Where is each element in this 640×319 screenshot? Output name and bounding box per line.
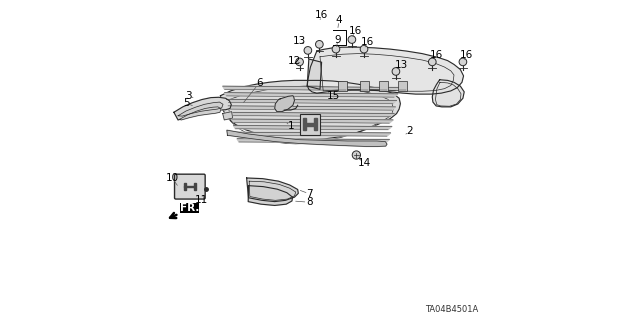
Text: 14: 14 [357, 158, 371, 168]
Polygon shape [248, 186, 292, 205]
Circle shape [459, 58, 467, 66]
Circle shape [348, 36, 356, 43]
Polygon shape [228, 106, 396, 110]
Polygon shape [178, 102, 223, 116]
Text: 10: 10 [165, 173, 179, 183]
Circle shape [304, 47, 312, 54]
Bar [300, 114, 320, 135]
Text: FR.: FR. [180, 203, 199, 213]
Text: 1: 1 [287, 121, 294, 131]
Text: 16: 16 [348, 26, 362, 36]
Text: 8: 8 [306, 197, 312, 207]
Circle shape [352, 151, 360, 159]
Polygon shape [432, 80, 464, 107]
Polygon shape [227, 130, 387, 146]
Circle shape [428, 58, 436, 66]
Bar [399, 81, 408, 91]
Polygon shape [303, 118, 306, 130]
Polygon shape [230, 113, 394, 117]
Polygon shape [234, 126, 392, 130]
Text: 16: 16 [315, 10, 328, 20]
Polygon shape [236, 132, 391, 136]
Polygon shape [220, 80, 401, 140]
Text: 5: 5 [183, 98, 190, 108]
Text: 3: 3 [185, 91, 191, 101]
Polygon shape [194, 183, 196, 190]
Text: 7: 7 [307, 189, 313, 199]
Text: 16: 16 [460, 50, 474, 60]
Circle shape [316, 41, 323, 48]
Polygon shape [225, 93, 398, 97]
Text: 4: 4 [336, 15, 342, 25]
Text: FR.: FR. [180, 203, 199, 213]
Text: TA04B4501A: TA04B4501A [425, 305, 478, 314]
Polygon shape [180, 107, 221, 120]
Polygon shape [246, 178, 298, 202]
Polygon shape [223, 112, 232, 120]
Text: 15: 15 [327, 91, 340, 101]
Bar [338, 81, 347, 91]
Text: 2: 2 [406, 126, 413, 137]
Polygon shape [227, 99, 397, 104]
Circle shape [332, 45, 340, 53]
Text: 9: 9 [335, 34, 341, 45]
Circle shape [296, 58, 303, 66]
Polygon shape [275, 96, 294, 112]
Polygon shape [237, 139, 390, 143]
Text: 12: 12 [288, 56, 301, 66]
Polygon shape [307, 47, 463, 94]
Polygon shape [184, 183, 186, 190]
Text: 6: 6 [256, 78, 262, 88]
Circle shape [392, 68, 400, 75]
Polygon shape [314, 118, 317, 130]
Text: 13: 13 [395, 60, 408, 70]
Text: 16: 16 [360, 37, 374, 47]
Text: 13: 13 [292, 36, 305, 46]
Circle shape [360, 45, 368, 53]
Polygon shape [307, 59, 321, 89]
Bar [380, 81, 388, 91]
Text: 11: 11 [195, 195, 208, 205]
Text: 16: 16 [429, 50, 443, 60]
Bar [360, 81, 369, 91]
Polygon shape [223, 86, 399, 91]
FancyBboxPatch shape [175, 174, 205, 199]
Polygon shape [303, 123, 316, 126]
Polygon shape [232, 119, 393, 123]
Polygon shape [174, 97, 231, 120]
Polygon shape [184, 186, 195, 188]
